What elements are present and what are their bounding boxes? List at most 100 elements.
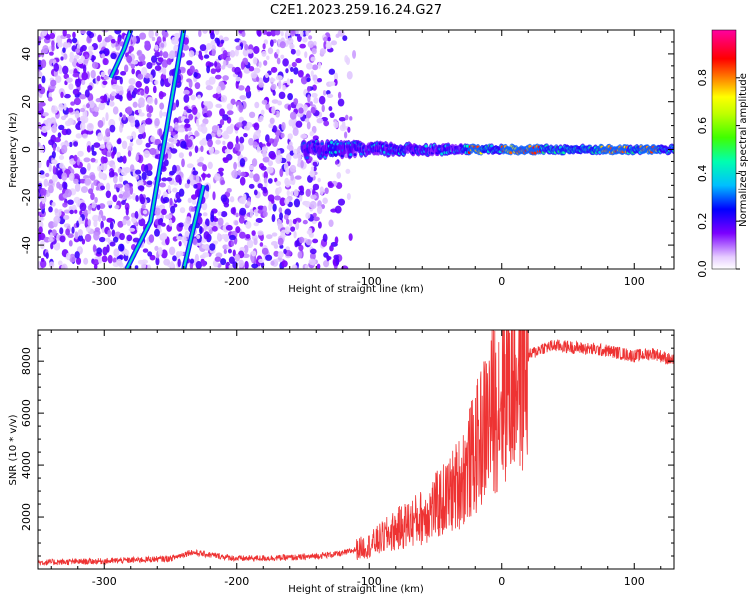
spectrogram-noise: [131, 217, 137, 223]
spectrogram-noise: [277, 186, 282, 194]
spectrogram-noise: [79, 166, 87, 175]
spectrogram-noise: [183, 106, 189, 111]
spectrogram-noise: [38, 233, 42, 242]
spectrogram-noise: [187, 197, 192, 204]
spectrogram-noise: [88, 45, 94, 51]
spectrogram-noise: [60, 115, 67, 121]
spectrogram-noise: [134, 265, 139, 269]
spectrogram-noise: [306, 230, 312, 235]
spectrogram-noise: [57, 260, 63, 266]
spectrogram-noise: [194, 145, 199, 154]
spectrogram-noise: [252, 56, 258, 65]
spectrogram-noise: [203, 101, 210, 106]
spectrogram-noise: [207, 139, 213, 148]
spectrogram-noise: [318, 95, 326, 105]
spectrogram-noise: [99, 236, 106, 243]
spectrogram-noise: [127, 150, 132, 157]
spectrogram-noise: [73, 141, 78, 147]
spectrogram-noise: [244, 86, 251, 93]
spectrogram-noise: [284, 208, 292, 216]
spectrogram-noise: [53, 243, 61, 251]
spectrogram-noise: [239, 95, 247, 101]
spectrogram-noise: [61, 172, 68, 181]
spectrogram-noise: [119, 124, 123, 133]
spectrogram-noise: [244, 260, 249, 269]
spectrogram-noise: [312, 212, 317, 217]
x-tick-label: 100: [624, 275, 645, 288]
spectrogram-noise: [106, 141, 112, 150]
spectrogram-noise: [279, 197, 287, 207]
spectrogram-noise: [248, 164, 255, 171]
snr-y-axis-title: SNR (10 * v/v): [8, 414, 19, 485]
colorbar-ticks: 0.0 0.2 0.4 0.6 0.8: [696, 69, 740, 278]
spectrogram-noise: [276, 57, 281, 65]
spectrogram-noise: [290, 66, 294, 73]
spectrogram-noise: [60, 91, 64, 99]
spectrogram-noise: [112, 175, 118, 184]
spectrogram-noise: [114, 30, 122, 35]
spectrogram-noise: [161, 59, 168, 69]
spectrogram-noise: [137, 108, 142, 114]
spectrogram-noise: [53, 215, 61, 224]
spectrogram-noise: [58, 155, 65, 161]
spectrogram-noise: [168, 137, 175, 143]
spectrogram-noise: [266, 166, 274, 174]
spectrogram-noise: [63, 214, 70, 220]
spectrogram-noise: [307, 40, 314, 48]
spectrogram-noise: [169, 50, 176, 59]
spectrogram-noise: [260, 165, 267, 171]
spectrogram-noise: [186, 163, 194, 169]
spectrogram-noise: [107, 254, 113, 264]
spectrogram-noise: [193, 71, 198, 78]
spectrogram-noise: [155, 257, 160, 266]
spectrogram-noise: [154, 31, 159, 37]
spectrogram-noise: [148, 30, 154, 39]
spectrogram-noise: [313, 97, 319, 104]
spectrogram-noise: [101, 255, 108, 263]
x-tick-label: 0: [498, 275, 505, 288]
spectrogram-noise: [39, 259, 47, 268]
spectrogram-noise: [248, 183, 255, 189]
spectrogram-noise: [208, 145, 215, 155]
spectrogram-noise: [265, 254, 273, 261]
spectrogram-noise: [220, 39, 225, 44]
spectrogram-noise: [255, 218, 263, 223]
spectrogram-noise: [94, 227, 101, 232]
spectrogram-noise: [322, 89, 327, 96]
spectrogram-noise: [91, 61, 99, 69]
spectrogram-noise: [306, 62, 313, 70]
spectrogram-noise: [129, 142, 134, 147]
spectrogram-noise: [241, 31, 246, 38]
spectrogram-noise: [196, 112, 201, 119]
spectrogram-noise: [279, 41, 286, 49]
spectrogram-noise: [140, 101, 145, 108]
spectrogram-noise: [88, 188, 94, 195]
spectrogram-noise: [277, 149, 281, 156]
spectrogram-noise: [95, 97, 102, 103]
spectrogram-noise: [290, 226, 296, 232]
spectrogram-noise: [253, 189, 258, 196]
spectrogram-noise: [257, 205, 265, 211]
spectrogram-noise: [263, 177, 268, 184]
spectrogram-noise: [238, 216, 245, 224]
spectrogram-noise: [58, 103, 64, 111]
spectrogram-noise: [272, 90, 276, 96]
spectrogram-noise: [217, 211, 222, 216]
spectrogram-noise: [62, 47, 66, 53]
spectrogram-noise: [184, 230, 190, 238]
spectrogram-noise: [298, 236, 305, 244]
spectrogram-noise: [157, 246, 163, 256]
spectrogram-noise: [95, 186, 100, 191]
spectrogram-noise: [81, 118, 86, 125]
spectrogram-noise: [160, 232, 168, 240]
spectrogram-noise: [86, 145, 91, 153]
spectrogram-noise: [79, 202, 87, 212]
spectrogram-noise: [114, 75, 122, 80]
spectrogram-noise: [119, 232, 125, 241]
spectrogram-noise: [73, 178, 79, 185]
snr-frame: [37, 329, 675, 570]
spectrogram-noise: [346, 70, 353, 80]
spectrogram-noise: [62, 65, 69, 75]
spectrogram-noise: [90, 157, 96, 163]
spectrogram-noise: [308, 35, 313, 40]
